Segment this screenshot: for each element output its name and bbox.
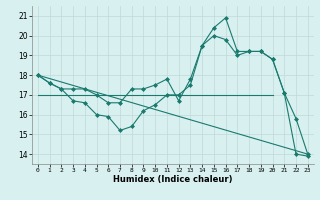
X-axis label: Humidex (Indice chaleur): Humidex (Indice chaleur) bbox=[113, 175, 233, 184]
